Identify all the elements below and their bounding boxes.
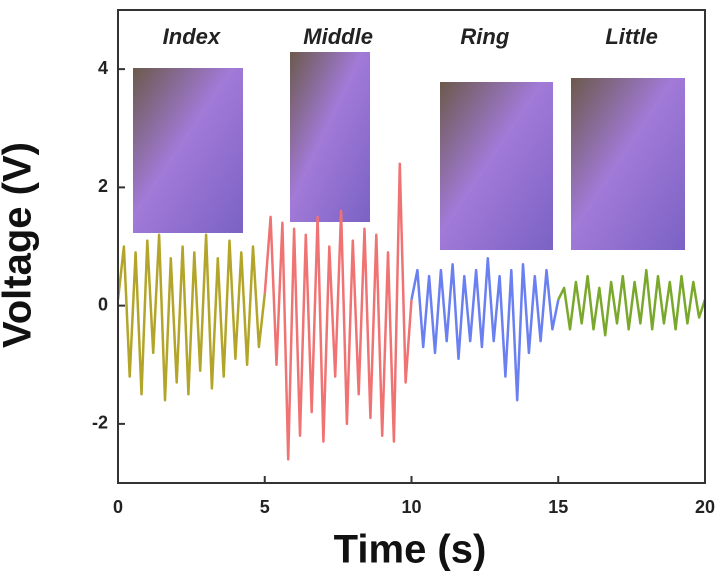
finger-label: Middle: [303, 24, 373, 49]
finger-label: Little: [605, 24, 658, 49]
signal-line: [263, 162, 413, 461]
y-tick-label: 4: [98, 58, 108, 78]
x-tick-label: 15: [548, 497, 568, 517]
y-tick-label: 0: [98, 294, 108, 314]
finger-label: Index: [163, 24, 221, 49]
signal-line: [116, 233, 267, 402]
signal-line: [557, 268, 707, 337]
signal-line: [410, 257, 560, 402]
x-tick-label: 5: [260, 497, 270, 517]
x-tick-label: 20: [695, 497, 715, 517]
finger-label: Ring: [460, 24, 509, 49]
y-tick-label: -2: [92, 413, 108, 433]
photo: [290, 52, 370, 222]
photo: [440, 82, 553, 250]
y-tick-label: 2: [98, 176, 108, 196]
photos: [133, 52, 685, 250]
x-axis-label: Time (s): [334, 528, 487, 572]
x-tick-label: 0: [113, 497, 123, 517]
x-tick-label: 10: [401, 497, 421, 517]
photo: [133, 68, 243, 233]
y-axis-label: Voltage (V): [0, 142, 40, 348]
photo: [571, 78, 685, 250]
